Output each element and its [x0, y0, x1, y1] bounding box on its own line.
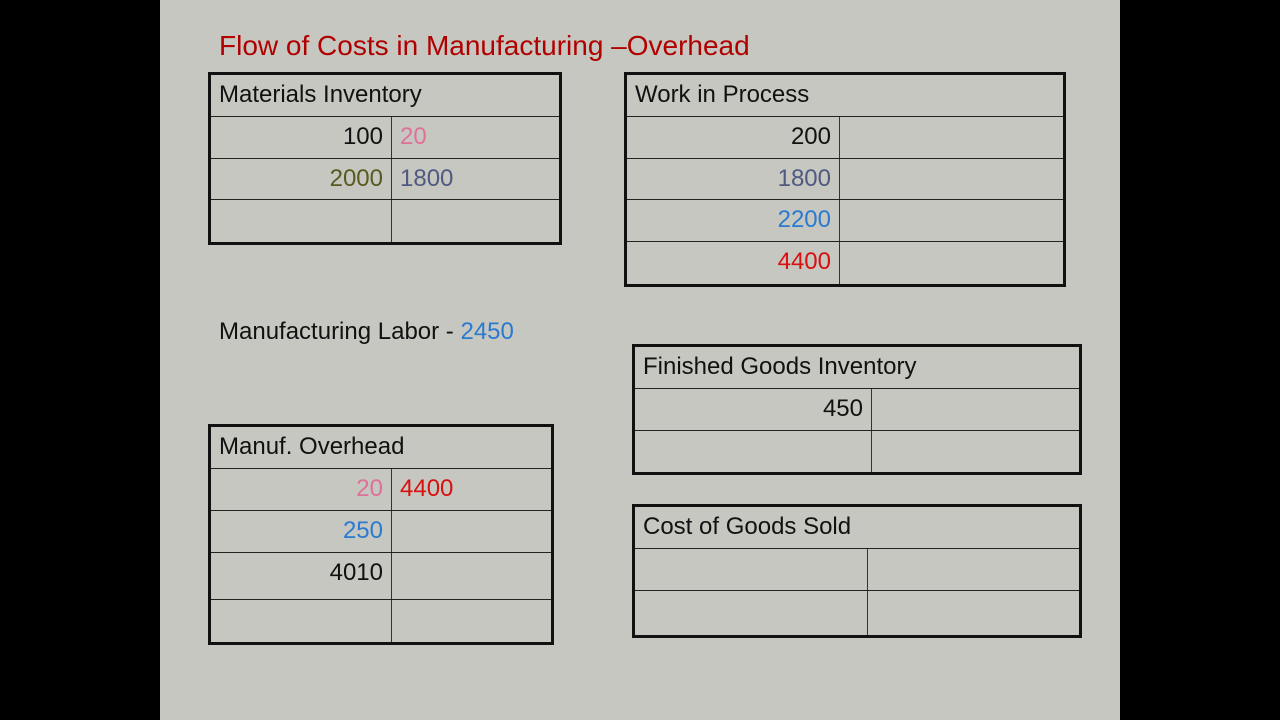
credit-cell: 20: [400, 123, 427, 150]
account-row: 2000 1800: [211, 159, 559, 200]
labor-label: Manufacturing Labor -: [219, 318, 461, 345]
debit-cell: 100: [211, 117, 392, 158]
slide: [160, 0, 1120, 720]
account-title: Finished Goods Inventory: [635, 347, 1079, 389]
account-row: 20 4400: [211, 469, 551, 511]
account-row: [635, 549, 1079, 591]
debit-cell: [211, 200, 392, 242]
credit-cell: [840, 242, 1063, 284]
account-row: 100 20: [211, 117, 559, 159]
account-row: 250: [211, 511, 551, 553]
credit-cell: [872, 431, 1079, 472]
debit-cell: 1800: [627, 159, 840, 199]
credit-cell: 4400: [400, 475, 454, 502]
account-row: 4400: [627, 242, 1063, 284]
credit-cell: 1800: [400, 165, 454, 192]
account-title: Work in Process: [627, 75, 1063, 117]
account-row: 2200: [627, 200, 1063, 242]
finished-goods-inventory-account: Finished Goods Inventory 450: [632, 344, 1082, 475]
cost-of-goods-sold-account: Cost of Goods Sold: [632, 504, 1082, 638]
debit-cell: 4010: [211, 553, 392, 599]
manufacturing-overhead-account: Manuf. Overhead 20 4400 250 4010: [208, 424, 554, 645]
labor-value: 2450: [460, 318, 514, 345]
credit-cell: [392, 511, 551, 552]
account-row: 200: [627, 117, 1063, 159]
account-title: Materials Inventory: [211, 75, 559, 117]
debit-cell: 4400: [627, 242, 840, 284]
debit-cell: 450: [635, 389, 872, 430]
slide-title: Flow of Costs in Manufacturing –Overhead: [219, 30, 750, 61]
debit-cell: 20: [211, 469, 392, 510]
account-row: 450: [635, 389, 1079, 431]
credit-cell: [392, 200, 559, 242]
credit-cell: [868, 591, 1079, 635]
credit-cell: [840, 200, 1063, 241]
account-row: 1800: [627, 159, 1063, 200]
debit-cell: [635, 431, 872, 472]
debit-cell: 2200: [627, 200, 840, 241]
credit-cell: [872, 389, 1079, 430]
account-title: Cost of Goods Sold: [635, 507, 1079, 549]
credit-cell: [840, 117, 1063, 158]
debit-cell: [635, 549, 868, 590]
account-row: [635, 431, 1079, 472]
account-row: 4010: [211, 553, 551, 600]
manufacturing-labor: Manufacturing Labor - 2450: [219, 318, 514, 346]
debit-cell: 250: [211, 511, 392, 552]
debit-cell: [211, 600, 392, 642]
debit-cell: [635, 591, 868, 635]
account-row: [211, 200, 559, 242]
debit-cell: 2000: [211, 159, 392, 199]
account-row: [635, 591, 1079, 635]
credit-cell: [392, 553, 551, 599]
debit-cell: 200: [627, 117, 840, 158]
account-title: Manuf. Overhead: [211, 427, 551, 469]
materials-inventory-account: Materials Inventory 100 20 2000 1800: [208, 72, 562, 245]
credit-cell: [868, 549, 1079, 590]
account-row: [211, 600, 551, 642]
credit-cell: [392, 600, 551, 642]
work-in-process-account: Work in Process 200 1800 2200 4400: [624, 72, 1066, 287]
credit-cell: [840, 159, 1063, 199]
